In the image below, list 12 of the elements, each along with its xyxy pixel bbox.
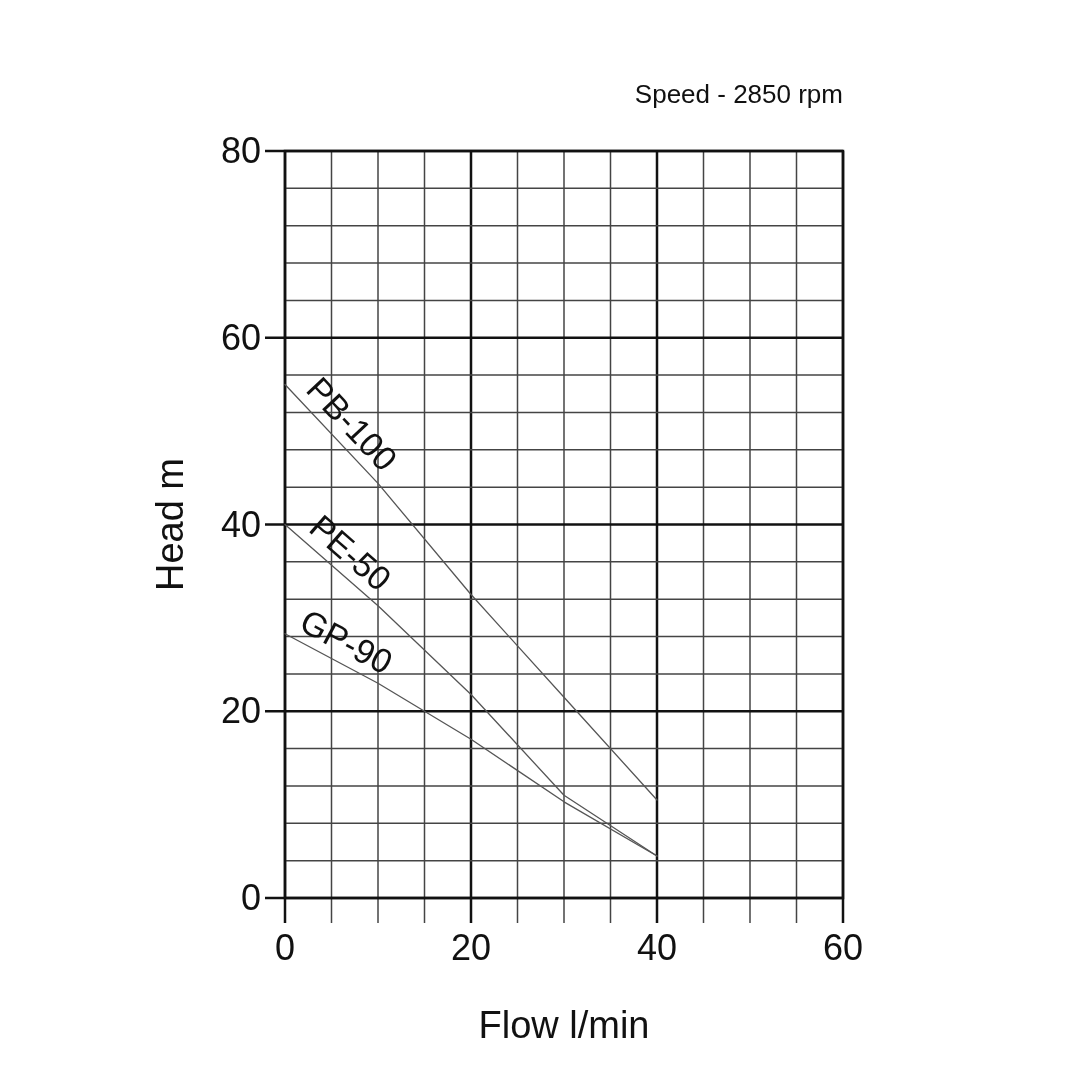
y-axis-title: Head m: [149, 457, 191, 592]
x-tick-label: 60: [822, 927, 864, 968]
y-tick-label: 40: [220, 503, 261, 545]
x-axis-title: Flow l/min: [478, 1004, 650, 1046]
x-tick-label: 40: [636, 927, 678, 968]
x-tick-label: 20: [450, 927, 492, 968]
x-tick-label: 0: [274, 927, 296, 968]
y-tick-label: 20: [220, 690, 261, 732]
y-tick-label: 80: [220, 130, 261, 171]
chart-title: Speed - 2850 rpm: [634, 79, 843, 109]
y-tick-label: 0: [240, 877, 261, 918]
y-tick-label: 60: [220, 316, 261, 358]
